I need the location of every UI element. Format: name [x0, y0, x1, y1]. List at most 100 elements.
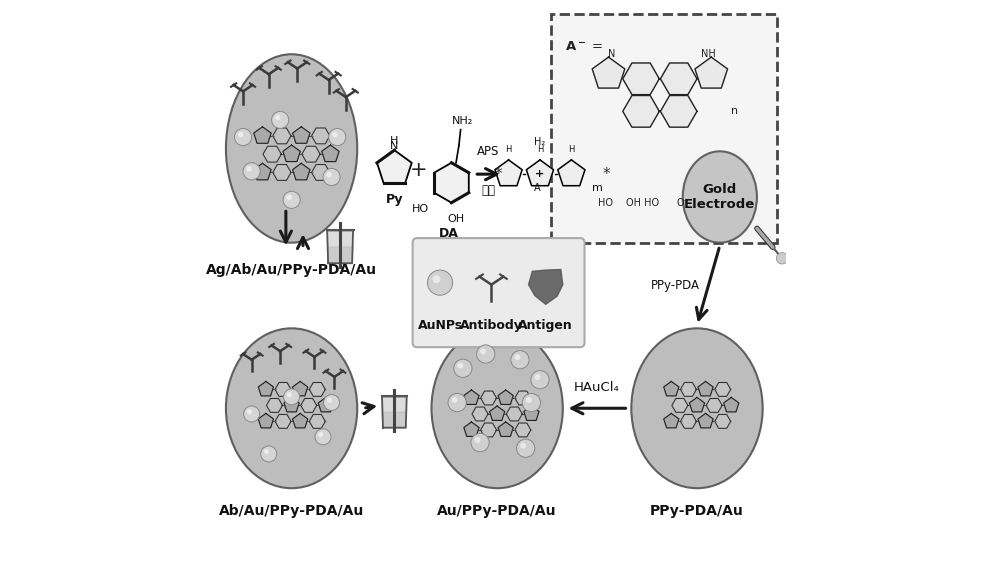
- Polygon shape: [490, 406, 505, 420]
- Polygon shape: [515, 423, 531, 437]
- Polygon shape: [464, 390, 479, 404]
- Circle shape: [264, 449, 269, 455]
- Text: +: +: [535, 169, 545, 179]
- Text: *: *: [603, 167, 610, 182]
- Polygon shape: [706, 399, 722, 412]
- Polygon shape: [515, 391, 531, 405]
- Text: Gold
Electrode: Gold Electrode: [684, 183, 755, 211]
- Circle shape: [531, 371, 549, 389]
- Text: PPy-PDA/Au: PPy-PDA/Au: [650, 504, 744, 518]
- Circle shape: [286, 195, 292, 200]
- Text: HAuCl₄: HAuCl₄: [574, 381, 620, 394]
- Polygon shape: [382, 396, 407, 428]
- Polygon shape: [481, 391, 497, 405]
- Text: H₂: H₂: [534, 136, 546, 147]
- Polygon shape: [283, 145, 300, 162]
- Text: H: H: [390, 135, 399, 146]
- Circle shape: [517, 439, 535, 457]
- Text: +: +: [410, 159, 428, 180]
- Circle shape: [332, 132, 338, 138]
- Polygon shape: [664, 413, 679, 428]
- Polygon shape: [526, 160, 554, 186]
- Text: OH: OH: [447, 214, 465, 224]
- Circle shape: [433, 275, 441, 283]
- Text: Ag/Ab/Au/PPy-PDA/Au: Ag/Ab/Au/PPy-PDA/Au: [206, 263, 377, 277]
- Text: *: *: [494, 167, 502, 182]
- Polygon shape: [498, 422, 513, 436]
- Polygon shape: [258, 381, 273, 396]
- Text: n: n: [731, 106, 738, 116]
- Circle shape: [522, 393, 541, 412]
- Circle shape: [318, 432, 323, 437]
- Circle shape: [327, 398, 332, 403]
- Polygon shape: [382, 412, 406, 428]
- Polygon shape: [623, 63, 659, 95]
- Polygon shape: [293, 127, 310, 143]
- Circle shape: [238, 132, 243, 138]
- Text: H: H: [568, 145, 575, 154]
- Polygon shape: [273, 164, 291, 180]
- Polygon shape: [254, 163, 271, 180]
- Text: H: H: [537, 145, 543, 154]
- Circle shape: [475, 437, 480, 443]
- Circle shape: [247, 409, 252, 415]
- Circle shape: [283, 191, 300, 208]
- Text: A⁻: A⁻: [534, 183, 546, 194]
- Text: Ab/Au/PPy-PDA/Au: Ab/Au/PPy-PDA/Au: [219, 504, 364, 518]
- Text: Antigen: Antigen: [518, 319, 573, 332]
- Polygon shape: [592, 57, 625, 88]
- Circle shape: [323, 168, 340, 186]
- Polygon shape: [715, 383, 731, 396]
- Circle shape: [452, 397, 458, 403]
- Circle shape: [534, 374, 540, 380]
- Circle shape: [477, 345, 495, 363]
- Text: 冰浴: 冰浴: [482, 184, 496, 198]
- Polygon shape: [284, 397, 299, 412]
- Circle shape: [326, 172, 332, 178]
- Circle shape: [448, 393, 466, 412]
- Circle shape: [243, 163, 260, 180]
- Circle shape: [427, 270, 453, 295]
- Polygon shape: [312, 164, 330, 180]
- Polygon shape: [472, 407, 488, 421]
- Circle shape: [284, 389, 300, 405]
- Circle shape: [480, 348, 486, 355]
- Polygon shape: [498, 390, 513, 404]
- Polygon shape: [495, 160, 522, 186]
- Text: Antibody: Antibody: [460, 319, 523, 332]
- Text: OH HO: OH HO: [626, 198, 659, 208]
- Polygon shape: [698, 381, 713, 396]
- Polygon shape: [698, 413, 713, 428]
- Text: $\mathbf{A^-}$ =: $\mathbf{A^-}$ =: [565, 40, 602, 53]
- Polygon shape: [689, 397, 705, 412]
- Polygon shape: [327, 247, 353, 263]
- Text: O⁻: O⁻: [676, 198, 689, 208]
- Ellipse shape: [226, 54, 357, 243]
- Circle shape: [515, 354, 520, 360]
- Polygon shape: [434, 163, 469, 203]
- Polygon shape: [715, 415, 731, 428]
- Text: AuNPs: AuNPs: [417, 319, 463, 332]
- Text: m: m: [592, 183, 603, 193]
- Polygon shape: [377, 150, 412, 183]
- Polygon shape: [301, 399, 317, 412]
- Circle shape: [329, 128, 346, 146]
- Text: HO: HO: [411, 204, 429, 215]
- FancyBboxPatch shape: [551, 14, 777, 243]
- Circle shape: [287, 392, 292, 397]
- Text: Au/PPy-PDA/Au: Au/PPy-PDA/Au: [437, 504, 557, 518]
- Circle shape: [324, 395, 340, 411]
- Polygon shape: [293, 413, 308, 428]
- Circle shape: [275, 115, 281, 120]
- Polygon shape: [327, 231, 353, 263]
- Polygon shape: [302, 146, 320, 162]
- Polygon shape: [258, 413, 273, 428]
- Polygon shape: [273, 128, 291, 144]
- Polygon shape: [660, 95, 697, 127]
- Polygon shape: [623, 95, 659, 127]
- Ellipse shape: [431, 328, 563, 488]
- Circle shape: [471, 433, 489, 452]
- Circle shape: [454, 359, 472, 377]
- FancyBboxPatch shape: [413, 238, 585, 347]
- Polygon shape: [664, 381, 679, 396]
